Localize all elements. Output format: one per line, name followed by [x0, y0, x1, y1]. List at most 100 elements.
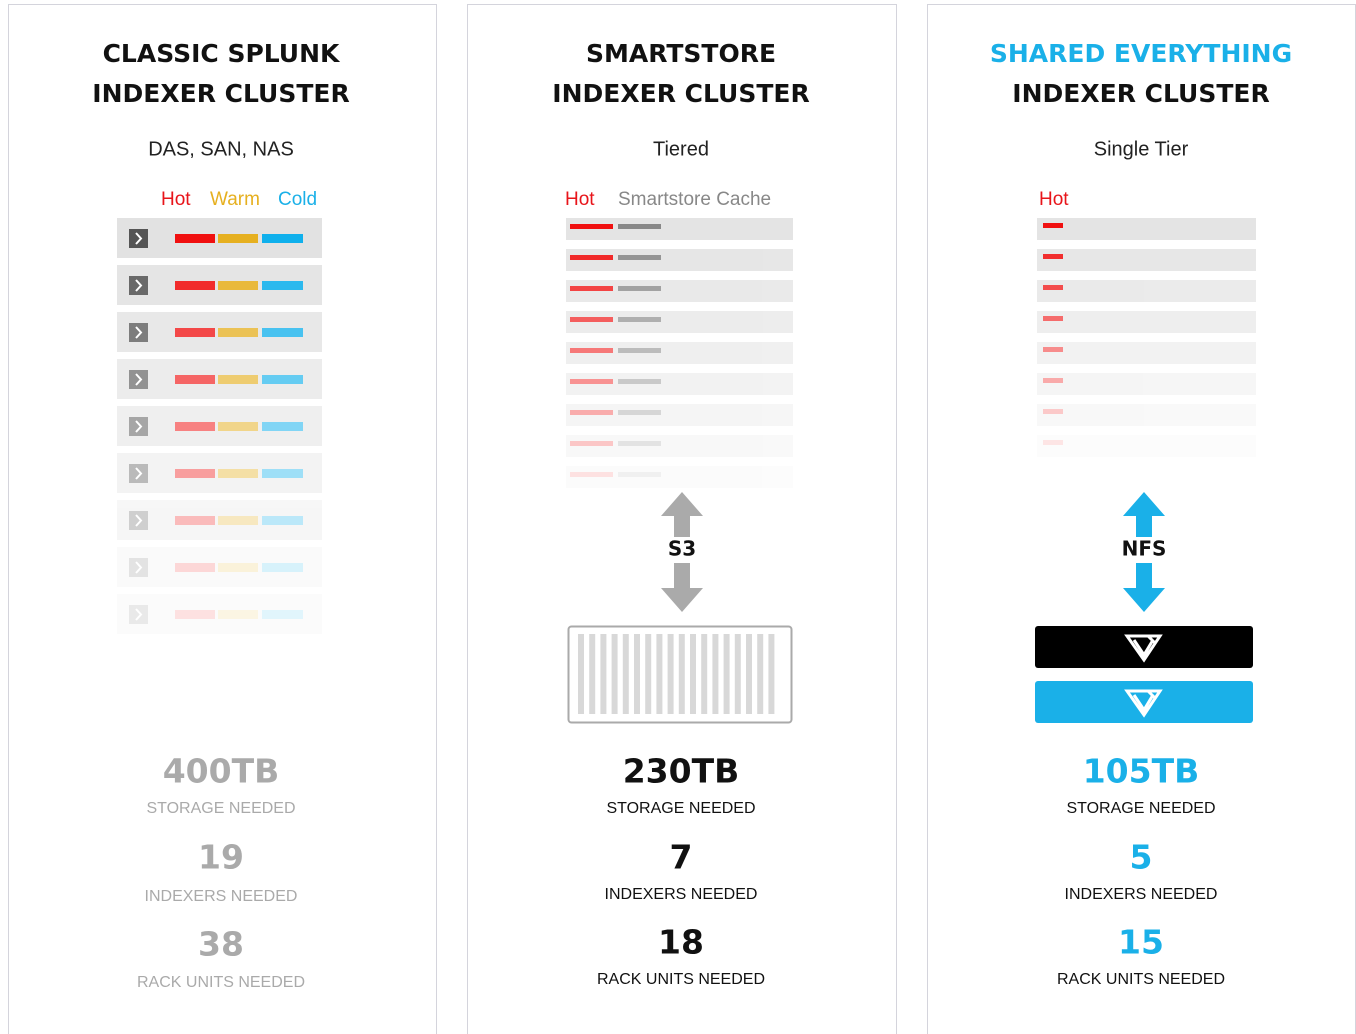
cache-bar	[618, 441, 661, 446]
stripe	[645, 634, 651, 714]
server-row	[1037, 342, 1256, 364]
stat-value: 19	[198, 838, 244, 877]
hot-bar	[570, 224, 613, 229]
server-row	[117, 500, 322, 540]
row-icon	[129, 511, 148, 530]
stripe	[668, 634, 674, 714]
server-row	[566, 249, 793, 271]
stripe	[623, 634, 629, 714]
stat-label: INDEXERS NEEDED	[145, 888, 298, 905]
server-row	[117, 453, 322, 493]
stat-value: 5	[1130, 838, 1153, 877]
server-row	[1037, 404, 1256, 426]
panel-subtitle: DAS, SAN, NAS	[148, 138, 294, 160]
warm-bar	[218, 469, 258, 478]
stripe	[757, 634, 763, 714]
stat-label: INDEXERS NEEDED	[605, 886, 758, 903]
cold-bar	[262, 610, 303, 619]
panel-subtitle: Tiered	[653, 138, 709, 160]
server-rows	[566, 218, 793, 488]
panel-title: INDEXER CLUSTER	[92, 79, 349, 108]
hot-bar	[175, 469, 215, 478]
warm-bar	[218, 563, 258, 572]
server-row	[117, 312, 322, 352]
warm-bar	[218, 610, 258, 619]
hot-bar	[570, 317, 613, 322]
row-bg	[1037, 311, 1256, 333]
server-row	[117, 359, 322, 399]
row-bg	[1037, 373, 1256, 395]
server-row	[1037, 373, 1256, 395]
server-row	[566, 435, 793, 457]
row-bg	[1037, 280, 1256, 302]
cache-bar	[618, 317, 661, 322]
panel-title: INDEXER CLUSTER	[552, 79, 809, 108]
warm-bar	[218, 234, 258, 243]
hot-bar	[570, 255, 613, 260]
server-row	[566, 218, 793, 240]
stat-label: STORAGE NEEDED	[1066, 800, 1215, 817]
panel-title: SHARED EVERYTHING	[990, 39, 1292, 68]
warm-bar	[218, 375, 258, 384]
stripe	[600, 634, 606, 714]
panel-title: INDEXER CLUSTER	[1012, 79, 1269, 108]
server-row	[566, 373, 793, 395]
warm-bar	[218, 281, 258, 290]
row-bg	[1037, 435, 1256, 457]
stripe	[746, 634, 752, 714]
stripe	[578, 634, 584, 714]
hot-bar	[1043, 347, 1063, 352]
server-row	[566, 342, 793, 364]
stripe	[735, 634, 741, 714]
hot-bar	[570, 410, 613, 415]
server-row	[566, 466, 793, 488]
hot-bar	[175, 422, 215, 431]
protocol-label: NFS	[1122, 537, 1167, 561]
stripe	[589, 634, 595, 714]
row-icon	[129, 229, 148, 248]
hot-bar	[570, 441, 613, 446]
row-icon	[129, 276, 148, 295]
server-rows	[1037, 218, 1256, 457]
cold-bar	[262, 422, 303, 431]
cold-bar	[262, 375, 303, 384]
stripe	[712, 634, 718, 714]
row-bg	[1037, 342, 1256, 364]
cold-bar	[262, 281, 303, 290]
panel-title: CLASSIC SPLUNK	[103, 39, 341, 68]
legend-entry: Hot	[565, 189, 595, 210]
stat-label: RACK UNITS NEEDED	[597, 971, 765, 988]
stat-label: INDEXERS NEEDED	[1065, 886, 1218, 903]
hot-bar	[175, 281, 215, 290]
stripe	[724, 634, 730, 714]
server-row	[1037, 311, 1256, 333]
stripe	[679, 634, 685, 714]
hot-bar	[1043, 285, 1063, 290]
cache-bar	[618, 255, 661, 260]
server-row	[117, 547, 322, 587]
legend-entry: Hot	[161, 189, 191, 210]
server-row	[566, 404, 793, 426]
warm-bar	[218, 422, 258, 431]
server-row	[117, 406, 322, 446]
hot-bar	[175, 375, 215, 384]
hot-bar	[1043, 223, 1063, 228]
stripe	[701, 634, 707, 714]
row-icon	[129, 370, 148, 389]
row-icon	[129, 558, 148, 577]
hot-bar	[175, 610, 215, 619]
hot-bar	[570, 348, 613, 353]
protocol-label: S3	[668, 537, 696, 561]
stat-label: RACK UNITS NEEDED	[137, 974, 305, 991]
legend-entry: Hot	[1039, 189, 1069, 210]
stat-value: 105TB	[1083, 752, 1200, 791]
hot-bar	[570, 379, 613, 384]
stripe	[656, 634, 662, 714]
row-icon	[129, 464, 148, 483]
legend-entry: Cold	[278, 189, 317, 210]
legend-entry: Smartstore Cache	[618, 189, 771, 210]
cache-bar	[618, 410, 661, 415]
hot-bar	[570, 286, 613, 291]
hot-bar	[175, 328, 215, 337]
stat-value: 38	[198, 925, 244, 964]
